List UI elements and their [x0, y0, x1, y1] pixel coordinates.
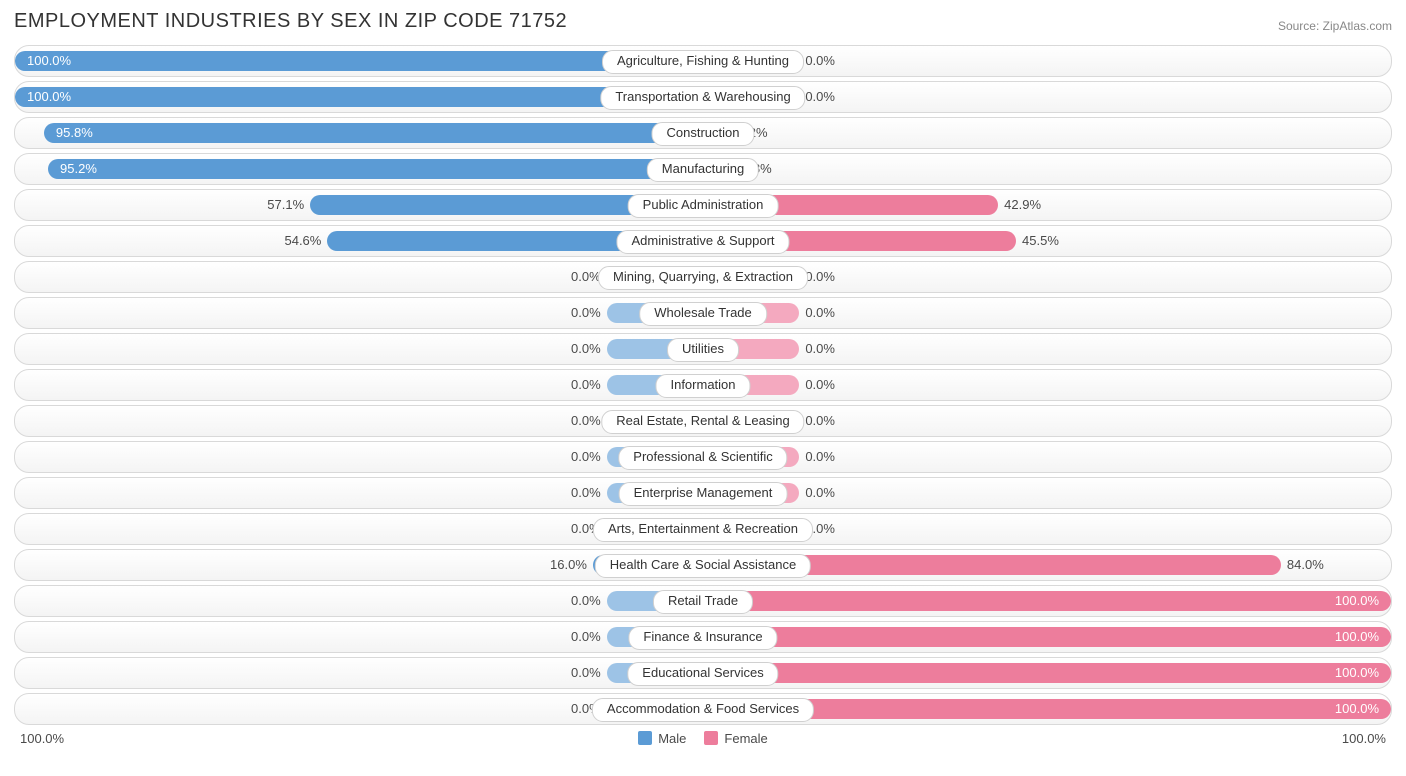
pct-male: 0.0%: [571, 298, 601, 328]
pct-female: 100.0%: [1335, 622, 1379, 652]
pct-female: 0.0%: [805, 370, 835, 400]
chart-row: 54.6% 45.5% Administrative & Support: [14, 225, 1392, 257]
pct-female: 0.0%: [805, 334, 835, 364]
chart-row: 0.0%0.0%Arts, Entertainment & Recreation: [14, 513, 1392, 545]
chart-row: 57.1% 42.9% Public Administration: [14, 189, 1392, 221]
chart-row: 95.2%4.8%Manufacturing: [14, 153, 1392, 185]
chart-row: 0.0% 0.0% Wholesale Trade: [14, 297, 1392, 329]
pct-male: 95.8%: [56, 118, 93, 148]
pct-female: 0.0%: [805, 262, 835, 292]
pct-female: 0.0%: [805, 298, 835, 328]
chart-row: 100.0% 0.0%Transportation & Warehousing: [14, 81, 1392, 113]
pct-male: 100.0%: [27, 82, 71, 112]
chart-row: 0.0% 100.0% Finance & Insurance: [14, 621, 1392, 653]
pct-female: 100.0%: [1335, 694, 1379, 724]
category-label: Finance & Insurance: [628, 626, 777, 650]
chart-header: EMPLOYMENT INDUSTRIES BY SEX IN ZIP CODE…: [14, 10, 1392, 33]
bar-female: [703, 627, 1391, 647]
bar-female: [703, 663, 1391, 683]
chart-row: 0.0% 0.0% Enterprise Management: [14, 477, 1392, 509]
legend-label-male: Male: [658, 731, 686, 746]
pct-male: 0.0%: [571, 406, 601, 436]
pct-female: 42.9%: [1004, 190, 1041, 220]
category-label: Utilities: [667, 338, 739, 362]
category-label: Arts, Entertainment & Recreation: [593, 518, 813, 542]
category-label: Educational Services: [627, 662, 778, 686]
category-label: Administrative & Support: [616, 230, 789, 254]
category-label: Professional & Scientific: [618, 446, 787, 470]
pct-male: 57.1%: [267, 190, 304, 220]
pct-male: 95.2%: [60, 154, 97, 184]
category-label: Enterprise Management: [619, 482, 788, 506]
chart-row: 100.0% 0.0%Agriculture, Fishing & Hunting: [14, 45, 1392, 77]
pct-male: 0.0%: [571, 442, 601, 472]
category-label: Transportation & Warehousing: [600, 86, 805, 110]
chart-source: Source: ZipAtlas.com: [1278, 19, 1392, 33]
chart-row: 0.0% 0.0%Real Estate, Rental & Leasing: [14, 405, 1392, 437]
category-label: Agriculture, Fishing & Hunting: [602, 50, 804, 74]
pct-male: 100.0%: [27, 46, 71, 76]
axis-right-end: 100.0%: [1342, 731, 1386, 746]
bar-male: [48, 159, 703, 179]
category-label: Real Estate, Rental & Leasing: [601, 410, 804, 434]
category-label: Accommodation & Food Services: [592, 698, 814, 722]
pct-male: 16.0%: [550, 550, 587, 580]
pct-male: 0.0%: [571, 586, 601, 616]
chart-row: 0.0% 100.0% Retail Trade: [14, 585, 1392, 617]
pct-male: 0.0%: [571, 658, 601, 688]
category-label: Public Administration: [628, 194, 779, 218]
chart-row: 0.0% 0.0% Professional & Scientific: [14, 441, 1392, 473]
category-label: Construction: [652, 122, 755, 146]
pct-female: 0.0%: [805, 406, 835, 436]
legend-swatch-female: [704, 731, 718, 745]
pct-male: 54.6%: [284, 226, 321, 256]
axis-left-end: 100.0%: [20, 731, 64, 746]
chart-row: 0.0% 0.0% Information: [14, 369, 1392, 401]
legend-item-female: Female: [704, 731, 767, 746]
chart-rows: 100.0%0.0%Agriculture, Fishing & Hunting…: [14, 45, 1392, 725]
pct-male: 0.0%: [571, 370, 601, 400]
category-label: Information: [655, 374, 750, 398]
bar-male: [44, 123, 703, 143]
category-label: Wholesale Trade: [639, 302, 767, 326]
chart-row: 0.0% 0.0%Mining, Quarrying, & Extraction: [14, 261, 1392, 293]
chart-row: 16.0% 84.0% Health Care & Social Assistanc…: [14, 549, 1392, 581]
pct-female: 0.0%: [805, 442, 835, 472]
category-label: Retail Trade: [653, 590, 753, 614]
legend: Male Female: [638, 731, 768, 746]
pct-female: 84.0%: [1287, 550, 1324, 580]
pct-male: 0.0%: [571, 334, 601, 364]
chart-container: EMPLOYMENT INDUSTRIES BY SEX IN ZIP CODE…: [0, 0, 1406, 752]
bar-male: [15, 51, 703, 71]
legend-swatch-male: [638, 731, 652, 745]
pct-female: 100.0%: [1335, 586, 1379, 616]
pct-female: 45.5%: [1022, 226, 1059, 256]
bar-female: [703, 591, 1391, 611]
pct-male: 0.0%: [571, 478, 601, 508]
legend-label-female: Female: [724, 731, 767, 746]
pct-female: 0.0%: [805, 46, 835, 76]
category-label: Mining, Quarrying, & Extraction: [598, 266, 808, 290]
pct-female: 0.0%: [805, 478, 835, 508]
category-label: Manufacturing: [647, 158, 759, 182]
pct-female: 0.0%: [805, 82, 835, 112]
chart-row: 0.0% 100.0% Educational Services: [14, 657, 1392, 689]
chart-title: EMPLOYMENT INDUSTRIES BY SEX IN ZIP CODE…: [14, 10, 567, 33]
chart-row: 0.0%100.0%Accommodation & Food Services: [14, 693, 1392, 725]
chart-row: 0.0% 0.0% Utilities: [14, 333, 1392, 365]
pct-male: 0.0%: [571, 622, 601, 652]
chart-footer: 100.0% Male Female 100.0%: [14, 731, 1392, 746]
pct-female: 100.0%: [1335, 658, 1379, 688]
chart-row: 95.8%4.2%Construction: [14, 117, 1392, 149]
category-label: Health Care & Social Assistance: [595, 554, 811, 578]
legend-item-male: Male: [638, 731, 686, 746]
pct-male: 0.0%: [571, 262, 601, 292]
